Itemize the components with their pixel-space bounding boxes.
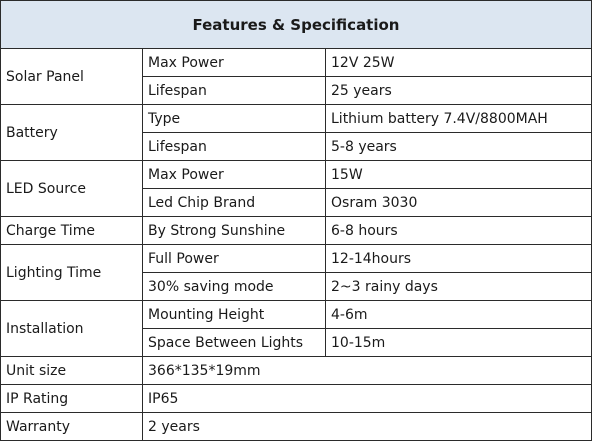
spec-value: 366*135*19mm — [142, 356, 592, 385]
spec-value: 4-6m — [325, 300, 592, 329]
spec-label: Max Power — [142, 160, 326, 189]
category-unit-size: Unit size — [0, 356, 143, 385]
spec-value: Osram 3030 — [325, 188, 592, 217]
spec-value: 2~3 rainy days — [325, 272, 592, 301]
spec-value: 25 years — [325, 76, 592, 105]
category-installation: Installation — [0, 300, 143, 357]
spec-label: Type — [142, 104, 326, 133]
spec-label: Lifespan — [142, 132, 326, 161]
spec-label: Max Power — [142, 48, 326, 77]
spec-value: 12V 25W — [325, 48, 592, 77]
table-row: LED Source Max Power 15W — [0, 160, 592, 217]
category-battery: Battery — [0, 104, 143, 161]
table-row: Lifespan 5-8 years — [1, 132, 592, 161]
spec-value: IP65 — [142, 384, 592, 413]
table-row: 30% saving mode 2~3 rainy days — [1, 272, 592, 301]
spec-value: 15W — [325, 160, 592, 189]
category-warranty: Warranty — [0, 412, 143, 441]
table-row: Lighting Time Full Power 12-14hours — [0, 244, 592, 301]
spec-label: By Strong Sunshine — [142, 216, 326, 245]
table-title: Features & Specification — [0, 0, 592, 49]
spec-label: Space Between Lights — [142, 328, 326, 357]
spec-value: 2 years — [142, 412, 592, 441]
spec-value: 10-15m — [325, 328, 592, 357]
table-row: Battery Type Lithium battery 7.4V/8800MA… — [0, 104, 592, 161]
category-lighting-time: Lighting Time — [0, 244, 143, 301]
table-row: Unit size 366*135*19mm — [0, 356, 592, 385]
spec-label: Led Chip Brand — [142, 188, 326, 217]
table-row: Warranty 2 years — [0, 412, 592, 441]
table-row: Solar Panel Max Power 12V 25W — [0, 48, 592, 105]
spec-label: Mounting Height — [142, 300, 326, 329]
spec-value: Lithium battery 7.4V/8800MAH — [325, 104, 592, 133]
table-row: IP Rating IP65 — [0, 384, 592, 413]
category-ip-rating: IP Rating — [0, 384, 143, 413]
table-row: Space Between Lights 10-15m — [1, 328, 592, 357]
spec-label: Lifespan — [142, 76, 326, 105]
table-row: Charge Time By Strong Sunshine 6-8 hours — [0, 216, 592, 245]
category-led-source: LED Source — [0, 160, 143, 217]
table-row: Led Chip Brand Osram 3030 — [1, 188, 592, 217]
table-row: Lifespan 25 years — [1, 76, 592, 105]
spec-value: 12-14hours — [325, 244, 592, 273]
spec-label: 30% saving mode — [142, 272, 326, 301]
title-row: Features & Specification — [0, 0, 592, 49]
category-charge-time: Charge Time — [0, 216, 143, 245]
spec-value: 5-8 years — [325, 132, 592, 161]
spec-value: 6-8 hours — [325, 216, 592, 245]
table-row: Installation Mounting Height 4-6m — [0, 300, 592, 357]
spec-label: Full Power — [142, 244, 326, 273]
category-solar-panel: Solar Panel — [0, 48, 143, 105]
